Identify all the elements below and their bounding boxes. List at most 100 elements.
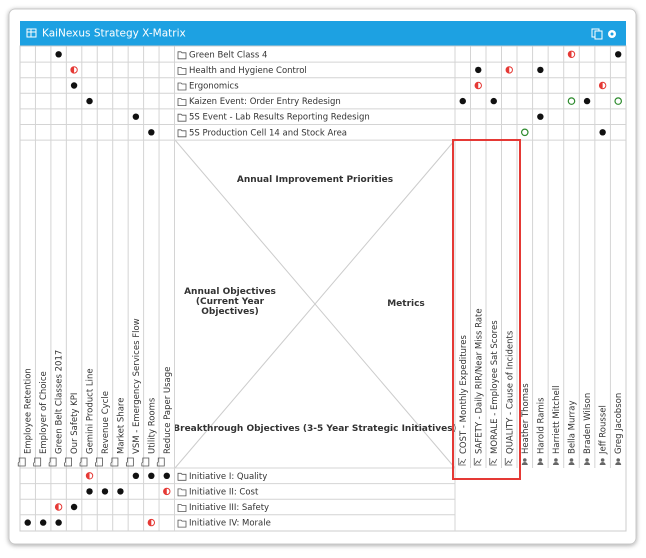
folder-shape bbox=[177, 98, 187, 106]
status-dot bbox=[148, 472, 155, 479]
status-dot bbox=[567, 97, 576, 105]
status-half bbox=[55, 503, 59, 511]
status-dot bbox=[459, 97, 466, 105]
folder-shape bbox=[48, 457, 57, 467]
status-half bbox=[70, 66, 75, 74]
folder-shape bbox=[177, 51, 187, 60]
objective-label: Green Belt Classes 2017 bbox=[55, 350, 65, 454]
status-dot bbox=[537, 113, 544, 120]
folder-shape bbox=[177, 113, 187, 122]
quadrant-bottom: Breakthrough Objectives (3-5 Year Strate… bbox=[173, 424, 456, 434]
status-dot bbox=[583, 97, 591, 105]
quadrant-left: Annual Objectives (Current Year Objectiv… bbox=[184, 287, 276, 317]
folder-icon bbox=[177, 504, 187, 512]
metric-label: SAFETY - Daily RIR/Near Miss Rate bbox=[474, 308, 484, 454]
status-half bbox=[506, 66, 510, 74]
folder-shape bbox=[79, 457, 88, 467]
person-icon bbox=[616, 458, 621, 462]
folder-icon bbox=[177, 51, 187, 60]
status-dot bbox=[537, 66, 544, 74]
quadrant-top: Annual Improvement Priorities bbox=[237, 175, 393, 185]
highlight-box bbox=[452, 139, 521, 480]
breakthrough-label: Initiative II: Cost bbox=[189, 487, 259, 497]
status-half bbox=[475, 82, 479, 89]
person-label: Harriett Mitchell bbox=[552, 386, 562, 454]
folder-shape bbox=[177, 129, 187, 138]
status-dot bbox=[132, 113, 140, 120]
status-half bbox=[86, 472, 90, 479]
header-title: KaiNexus Strategy X-Matrix bbox=[42, 28, 186, 40]
person-label: Heather Thomas bbox=[521, 383, 531, 454]
folder-icon bbox=[110, 457, 119, 467]
person-icon bbox=[554, 458, 558, 462]
folder-shape bbox=[177, 472, 187, 481]
status-dot bbox=[520, 128, 529, 137]
chart-icon bbox=[489, 458, 498, 466]
status-dot bbox=[55, 519, 62, 526]
objective-label: Employee Retention bbox=[24, 368, 34, 454]
header-bar bbox=[20, 21, 626, 46]
person-icon bbox=[585, 458, 589, 462]
status-dot bbox=[86, 97, 93, 105]
folder-icon bbox=[79, 457, 88, 467]
chart-shape bbox=[504, 458, 513, 466]
breakthrough-label: Initiative III: Safety bbox=[189, 503, 269, 513]
priority-label: Kaizen Event: Order Entry Redesign bbox=[189, 97, 341, 107]
person-icon bbox=[569, 458, 574, 462]
diagonal bbox=[174, 139, 456, 469]
person-icon bbox=[521, 462, 528, 465]
folder-icon bbox=[156, 457, 165, 467]
folder-icon bbox=[177, 67, 187, 75]
objective-label: Revenue Cycle bbox=[101, 391, 111, 454]
priority-label: Health and Hygiene Control bbox=[189, 66, 307, 76]
quadrant-left-box: Annual Objectives (Current Year Objectiv… bbox=[184, 287, 276, 317]
folder-icon bbox=[177, 472, 187, 481]
folder-icon bbox=[177, 129, 187, 138]
chart-icon bbox=[458, 458, 467, 466]
folder-icon bbox=[95, 457, 103, 467]
priority-label: Green Belt Class 4 bbox=[189, 50, 267, 60]
folder-shape bbox=[141, 457, 150, 467]
breakthrough-label: Initiative I: Quality bbox=[189, 472, 267, 482]
person-label: Braden Wilson bbox=[583, 393, 593, 454]
objective-label: Employer of Choice bbox=[39, 371, 49, 454]
metric-label: MORALE - Employee Sat Scores bbox=[490, 320, 500, 454]
status-half bbox=[148, 519, 152, 526]
person-label: Harold Ramis bbox=[536, 397, 546, 454]
chart-shape bbox=[458, 458, 467, 466]
folder-icon bbox=[48, 457, 57, 467]
priority-label: 5S Production Cell 14 and Stock Area bbox=[189, 128, 347, 138]
person-icon bbox=[615, 462, 622, 465]
matrix-border bbox=[19, 45, 627, 532]
folder-shape bbox=[177, 488, 187, 497]
priority-label: Ergonomics bbox=[189, 82, 239, 92]
chart-shape bbox=[473, 458, 482, 466]
person-icon bbox=[552, 462, 559, 465]
objective-label: Utility Rooms bbox=[147, 397, 157, 454]
folder-shape bbox=[95, 457, 103, 467]
status-half bbox=[163, 488, 167, 495]
folder-shape bbox=[33, 457, 42, 467]
person-icon bbox=[537, 462, 544, 465]
status-dot bbox=[615, 51, 622, 58]
chart-icon bbox=[473, 458, 482, 466]
chart-icon bbox=[504, 458, 513, 466]
status-half bbox=[599, 82, 603, 89]
status-dot bbox=[117, 488, 124, 495]
status-dot bbox=[39, 519, 47, 526]
folder-icon bbox=[141, 457, 150, 467]
status-dot bbox=[490, 97, 497, 105]
frame bbox=[8, 8, 637, 545]
folder-icon bbox=[177, 519, 187, 528]
status-dot bbox=[55, 51, 62, 58]
status-dot bbox=[86, 488, 93, 495]
status-dot bbox=[475, 66, 482, 74]
objective-label: Our Safety KPI bbox=[70, 393, 80, 454]
person-icon bbox=[584, 462, 591, 465]
folder-shape bbox=[17, 457, 26, 467]
status-dot bbox=[70, 82, 78, 89]
quadrant-right: Metrics bbox=[387, 299, 425, 309]
settings-button[interactable] bbox=[608, 30, 616, 38]
copy-button[interactable] bbox=[591, 28, 603, 40]
